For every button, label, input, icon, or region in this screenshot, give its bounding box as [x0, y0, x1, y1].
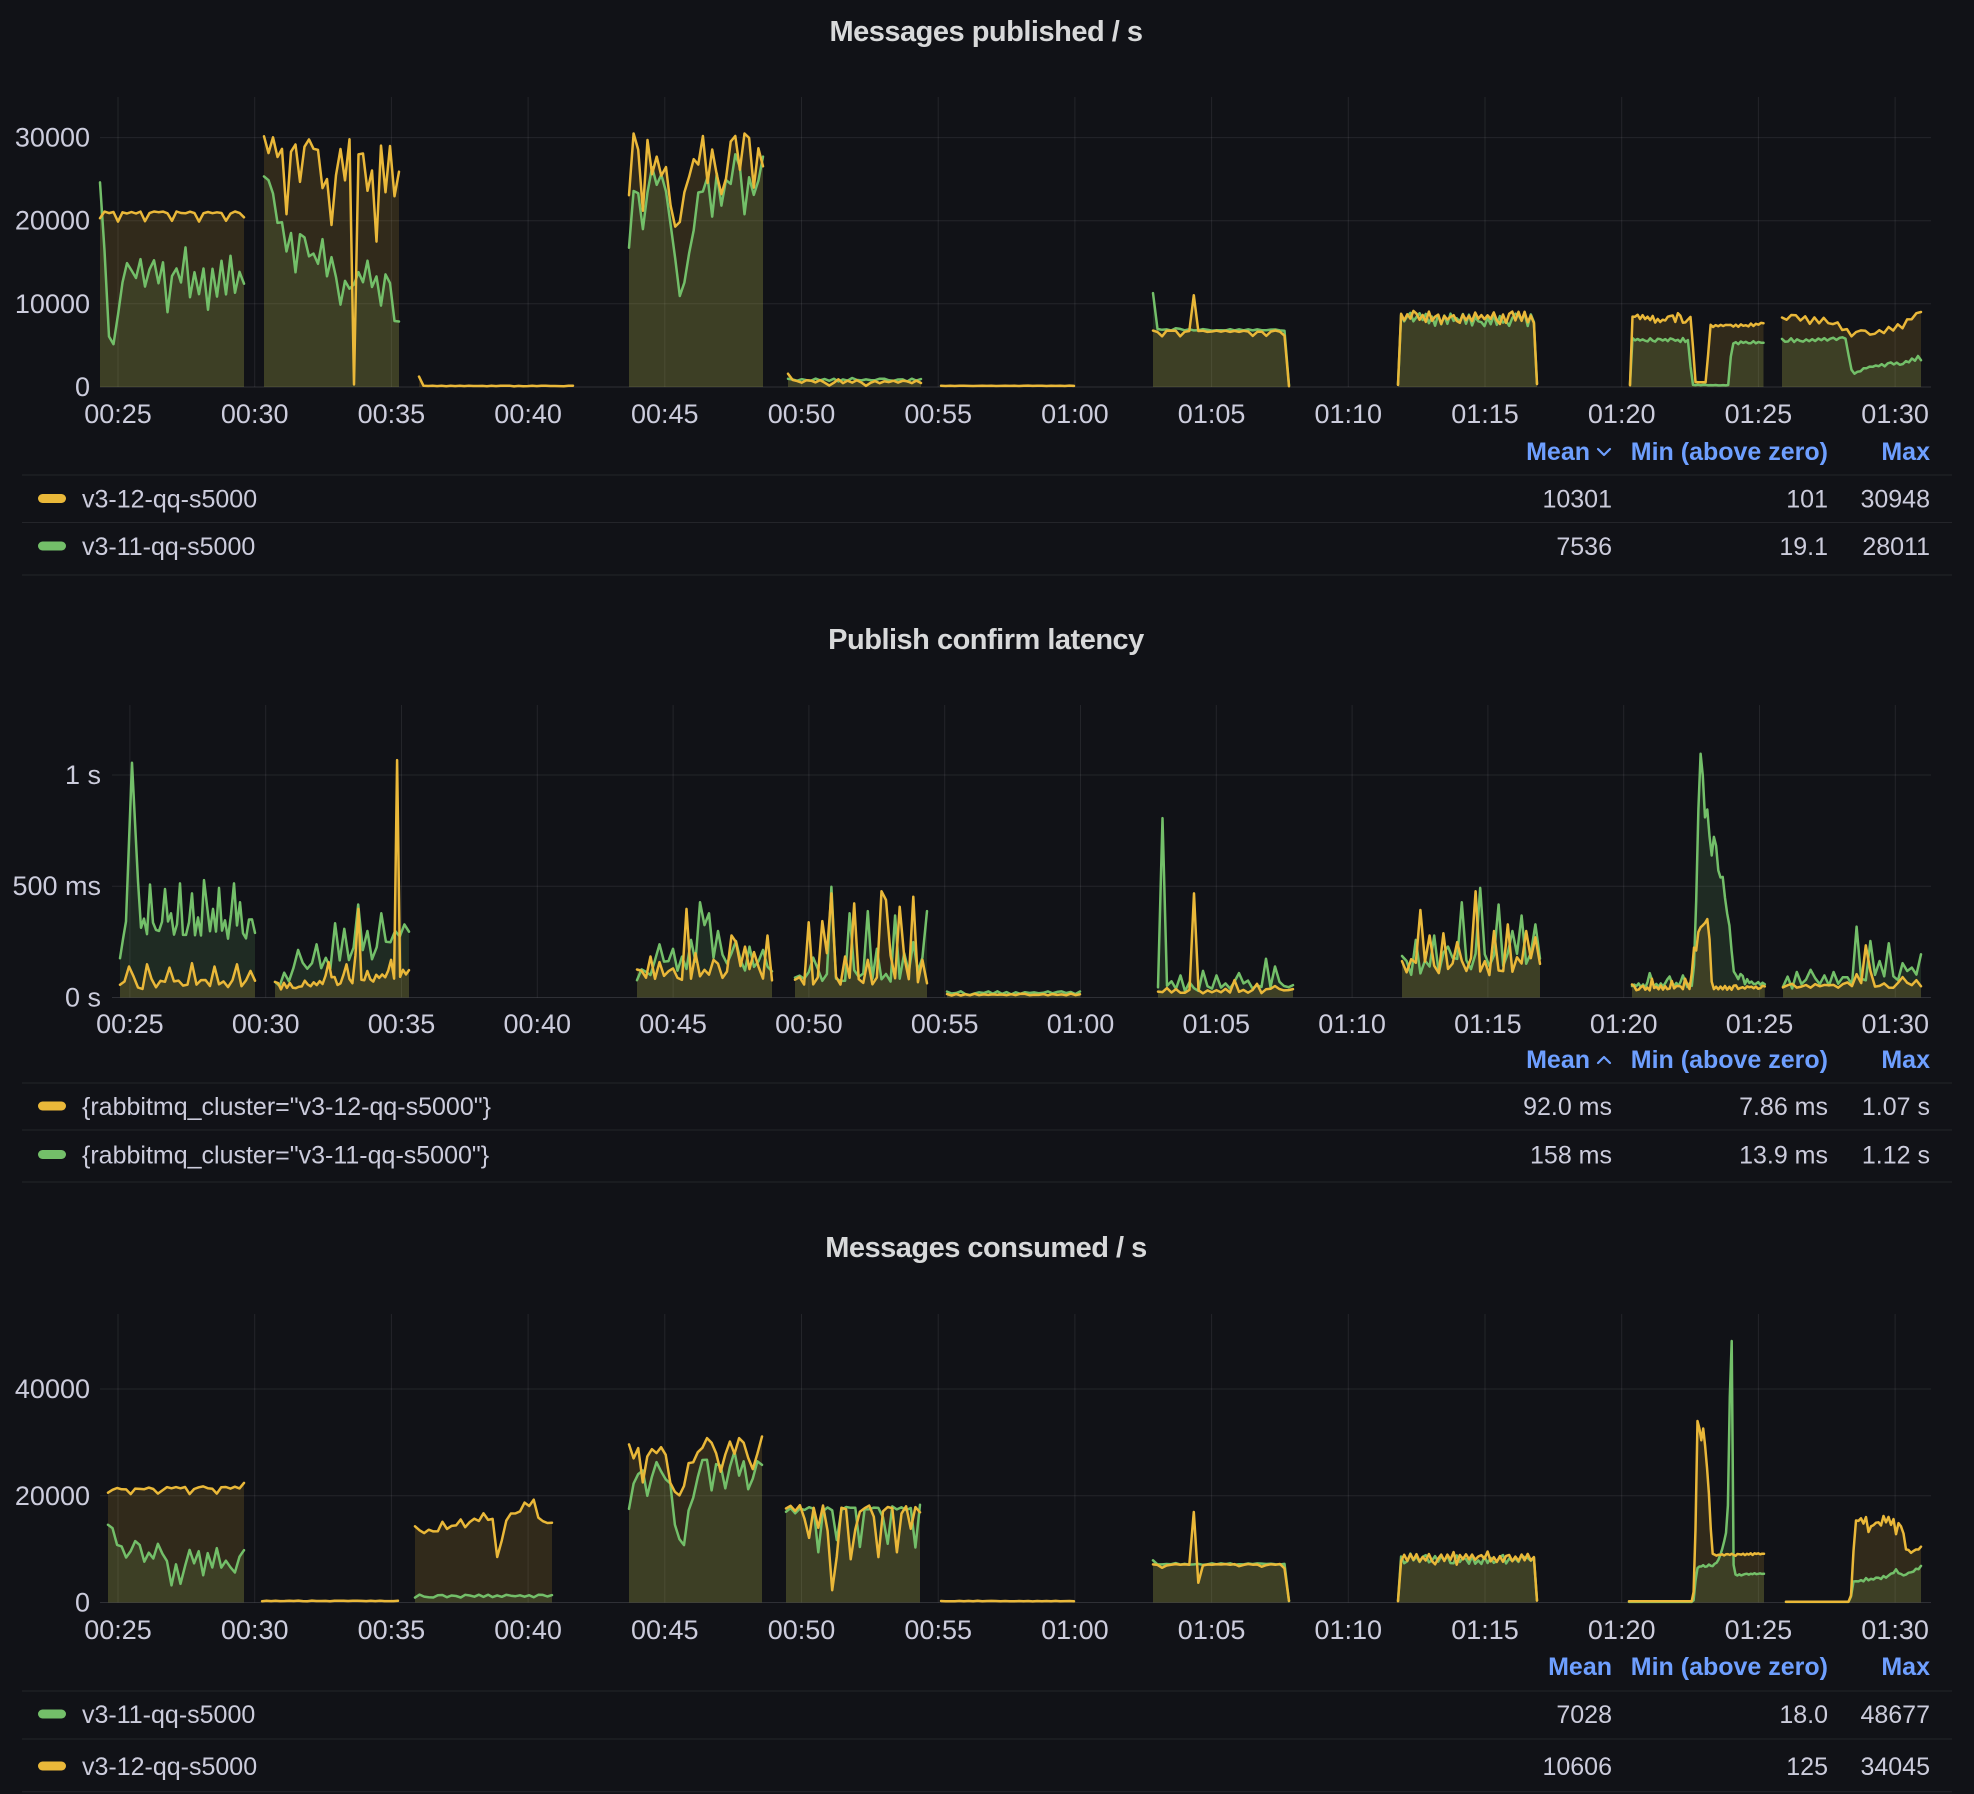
- svg-text:01:30: 01:30: [1862, 1009, 1930, 1039]
- svg-text:00:45: 00:45: [639, 1009, 707, 1039]
- svg-text:1.12 s: 1.12 s: [1862, 1142, 1930, 1170]
- svg-text:01:15: 01:15: [1454, 1009, 1522, 1039]
- svg-text:00:55: 00:55: [904, 399, 972, 429]
- svg-text:Min (above zero): Min (above zero): [1631, 438, 1828, 466]
- svg-text:v3-11-qq-s5000: v3-11-qq-s5000: [82, 533, 255, 561]
- svg-text:7.86 ms: 7.86 ms: [1739, 1093, 1828, 1121]
- svg-text:00:45: 00:45: [631, 1615, 699, 1645]
- svg-text:34045: 34045: [1860, 1753, 1930, 1781]
- svg-text:500 ms: 500 ms: [12, 871, 101, 901]
- svg-text:30000: 30000: [15, 123, 90, 153]
- svg-text:00:35: 00:35: [368, 1009, 436, 1039]
- svg-text:Min (above zero): Min (above zero): [1631, 1046, 1828, 1074]
- svg-text:Mean: Mean: [1526, 1046, 1590, 1074]
- svg-text:0: 0: [75, 1588, 90, 1618]
- svg-text:00:30: 00:30: [221, 399, 289, 429]
- svg-text:01:05: 01:05: [1178, 399, 1246, 429]
- svg-text:01:30: 01:30: [1861, 1615, 1929, 1645]
- svg-text:01:20: 01:20: [1588, 1615, 1656, 1645]
- svg-text:40000: 40000: [15, 1374, 90, 1404]
- svg-text:00:25: 00:25: [96, 1009, 164, 1039]
- svg-text:28011: 28011: [1862, 533, 1930, 561]
- svg-text:01:10: 01:10: [1318, 1009, 1386, 1039]
- svg-text:00:40: 00:40: [494, 1615, 562, 1645]
- svg-text:92.0 ms: 92.0 ms: [1523, 1093, 1612, 1121]
- svg-text:20000: 20000: [15, 206, 90, 236]
- svg-text:Min (above zero): Min (above zero): [1631, 1653, 1828, 1681]
- svg-text:Messages published / s: Messages published / s: [830, 16, 1143, 48]
- svg-text:01:15: 01:15: [1451, 1615, 1519, 1645]
- svg-text:01:15: 01:15: [1451, 399, 1519, 429]
- svg-text:13.9 ms: 13.9 ms: [1739, 1142, 1828, 1170]
- svg-text:30948: 30948: [1860, 486, 1930, 514]
- svg-text:01:25: 01:25: [1725, 399, 1793, 429]
- svg-text:101: 101: [1786, 486, 1828, 514]
- svg-text:00:55: 00:55: [904, 1615, 972, 1645]
- svg-text:0: 0: [75, 372, 90, 402]
- svg-text:01:05: 01:05: [1183, 1009, 1251, 1039]
- svg-text:00:30: 00:30: [232, 1009, 300, 1039]
- svg-text:20000: 20000: [15, 1481, 90, 1511]
- svg-text:v3-12-qq-s5000: v3-12-qq-s5000: [82, 1753, 257, 1781]
- svg-text:10000: 10000: [15, 289, 90, 319]
- svg-text:00:35: 00:35: [358, 399, 426, 429]
- svg-text:Max: Max: [1881, 1653, 1930, 1681]
- svg-text:00:50: 00:50: [768, 1615, 836, 1645]
- svg-text:1 s: 1 s: [65, 760, 101, 790]
- svg-text:10301: 10301: [1542, 486, 1612, 514]
- svg-text:158 ms: 158 ms: [1530, 1142, 1612, 1170]
- svg-text:01:30: 01:30: [1861, 399, 1929, 429]
- svg-text:00:25: 00:25: [84, 1615, 152, 1645]
- svg-text:Mean: Mean: [1548, 1653, 1612, 1681]
- svg-text:7028: 7028: [1556, 1701, 1612, 1729]
- svg-text:01:10: 01:10: [1315, 1615, 1383, 1645]
- svg-text:{rabbitmq_cluster="v3-12-qq-s5: {rabbitmq_cluster="v3-12-qq-s5000"}: [82, 1093, 491, 1121]
- svg-text:01:10: 01:10: [1315, 399, 1383, 429]
- svg-text:125: 125: [1786, 1753, 1828, 1781]
- svg-text:01:00: 01:00: [1041, 399, 1109, 429]
- svg-text:01:00: 01:00: [1041, 1615, 1109, 1645]
- svg-text:Messages consumed / s: Messages consumed / s: [825, 1232, 1147, 1264]
- svg-text:00:35: 00:35: [358, 1615, 426, 1645]
- svg-text:v3-12-qq-s5000: v3-12-qq-s5000: [82, 486, 257, 514]
- svg-text:1.07 s: 1.07 s: [1862, 1093, 1930, 1121]
- svg-text:19.1: 19.1: [1779, 533, 1828, 561]
- svg-text:Mean: Mean: [1526, 438, 1590, 466]
- svg-text:00:40: 00:40: [504, 1009, 572, 1039]
- svg-text:00:55: 00:55: [911, 1009, 979, 1039]
- svg-text:00:45: 00:45: [631, 399, 699, 429]
- svg-text:18.0: 18.0: [1779, 1701, 1828, 1729]
- svg-text:00:25: 00:25: [84, 399, 152, 429]
- svg-text:01:25: 01:25: [1726, 1009, 1794, 1039]
- svg-text:{rabbitmq_cluster="v3-11-qq-s5: {rabbitmq_cluster="v3-11-qq-s5000"}: [82, 1142, 489, 1170]
- svg-text:Max: Max: [1881, 438, 1930, 466]
- svg-text:00:40: 00:40: [494, 399, 562, 429]
- svg-text:01:00: 01:00: [1047, 1009, 1115, 1039]
- svg-text:01:25: 01:25: [1725, 1615, 1793, 1645]
- svg-text:00:30: 00:30: [221, 1615, 289, 1645]
- svg-text:v3-11-qq-s5000: v3-11-qq-s5000: [82, 1701, 255, 1729]
- svg-text:01:05: 01:05: [1178, 1615, 1246, 1645]
- svg-text:Publish confirm latency: Publish confirm latency: [828, 624, 1144, 656]
- svg-text:01:20: 01:20: [1588, 399, 1656, 429]
- svg-text:7536: 7536: [1556, 533, 1612, 561]
- svg-text:Max: Max: [1881, 1046, 1930, 1074]
- svg-text:0 s: 0 s: [65, 983, 101, 1013]
- svg-text:00:50: 00:50: [775, 1009, 843, 1039]
- svg-text:01:20: 01:20: [1590, 1009, 1658, 1039]
- svg-text:00:50: 00:50: [768, 399, 836, 429]
- svg-text:10606: 10606: [1542, 1753, 1612, 1781]
- svg-text:48677: 48677: [1860, 1701, 1930, 1729]
